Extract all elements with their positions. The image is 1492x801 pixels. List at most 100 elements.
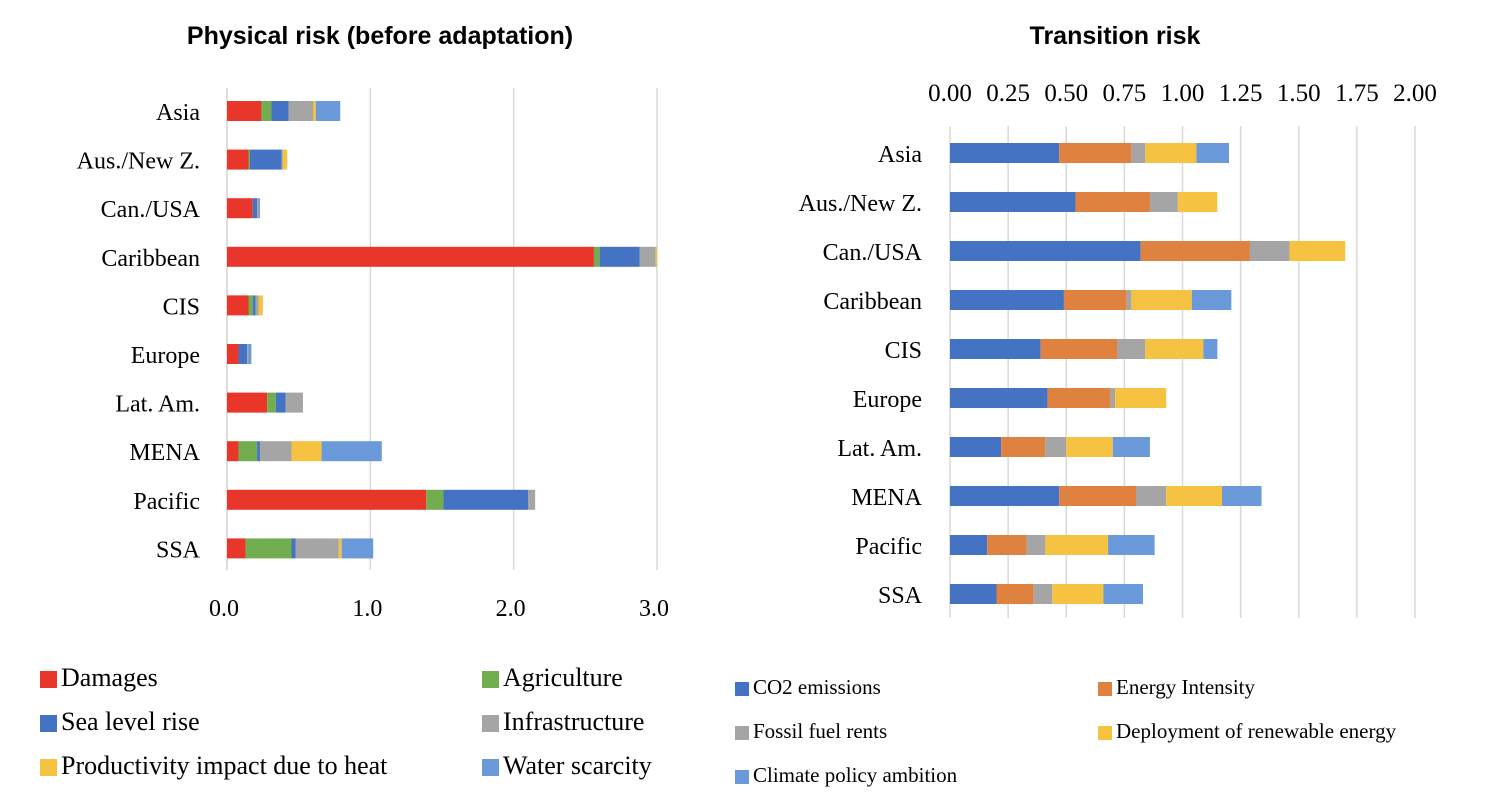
- bar-sea-level-rise: [443, 489, 528, 510]
- bar-deployment-of-renewable-energy: [1131, 290, 1192, 310]
- bar-productivity-impact-due-to-heat: [655, 246, 657, 267]
- legend-item-infrastructure: Infrastructure: [482, 707, 644, 736]
- bar-damages: [227, 538, 246, 559]
- bar-energy-intensity: [1047, 388, 1111, 408]
- physical-risk-chart: Physical risk (before adaptation) Asia Au…: [40, 22, 669, 780]
- legend-item-deployment-of-renewable-energy: Deployment of renewable energy: [1098, 719, 1397, 743]
- x-tick-label: 0.25: [986, 80, 1030, 107]
- bar-productivity-impact-due-to-heat: [282, 149, 288, 170]
- x-tick-label: 0.00: [928, 80, 972, 107]
- category-label: Pacific: [133, 489, 200, 515]
- bar-water-scarcity: [248, 344, 252, 364]
- bar-infrastructure: [257, 198, 259, 219]
- bar-deployment-of-renewable-energy: [1145, 143, 1197, 163]
- bar-co2-emissions: [950, 143, 1060, 163]
- category-label: Aus./New Z.: [799, 191, 922, 217]
- bar-infrastructure: [255, 295, 259, 316]
- bar-energy-intensity: [1075, 192, 1150, 212]
- legend-label: Fossil fuel rents: [753, 719, 887, 743]
- bar-climate-policy-ambition: [1112, 437, 1150, 457]
- bar-productivity-impact-due-to-heat: [258, 295, 263, 316]
- bar-water-scarcity: [315, 101, 341, 121]
- x-tick-label: 2.00: [1393, 80, 1437, 107]
- legend-label: Productivity impact due to heat: [61, 751, 388, 780]
- bar-climate-policy-ambition: [1108, 535, 1155, 555]
- category-label: Pacific: [855, 534, 922, 560]
- bar-infrastructure: [247, 344, 249, 364]
- legend-item-climate-policy-ambition: Climate policy ambition: [735, 763, 958, 787]
- bar-deployment-of-renewable-energy: [1066, 437, 1113, 457]
- bar-climate-policy-ambition: [1191, 290, 1232, 310]
- bar-damages: [227, 101, 262, 121]
- bar-fossil-fuel-rents: [1110, 388, 1116, 408]
- bar-fossil-fuel-rents: [1249, 241, 1290, 261]
- bar-deployment-of-renewable-energy: [1289, 241, 1346, 261]
- category-label: MENA: [129, 440, 200, 466]
- bar-co2-emissions: [950, 192, 1076, 212]
- legend-label: Energy Intensity: [1116, 675, 1256, 699]
- bar-agriculture: [426, 489, 444, 510]
- bar-damages: [227, 295, 249, 316]
- bar-energy-intensity: [987, 535, 1027, 555]
- bar-deployment-of-renewable-energy: [1115, 388, 1167, 408]
- bar-infrastructure: [285, 392, 303, 413]
- physical-risk-legend: Damages Agriculture Sea level rise Infrastr…: [40, 663, 652, 780]
- bar-climate-policy-ambition: [1203, 339, 1218, 359]
- x-tick-label: 3.0: [639, 596, 669, 622]
- bar-fossil-fuel-rents: [1117, 339, 1146, 359]
- legend-swatch: [40, 759, 57, 776]
- category-label: Caribbean: [101, 246, 200, 272]
- bar-co2-emissions: [950, 437, 1002, 457]
- bar-deployment-of-renewable-energy: [1177, 192, 1218, 212]
- category-label: MENA: [851, 485, 922, 511]
- category-label: CIS: [885, 338, 922, 364]
- legend-swatch: [40, 671, 57, 688]
- bar-infrastructure: [281, 149, 283, 170]
- bar-climate-policy-ambition: [1196, 143, 1229, 163]
- bar-fossil-fuel-rents: [1045, 437, 1067, 457]
- bar-sea-level-rise: [252, 198, 258, 219]
- bar-agriculture: [261, 101, 272, 121]
- bar-agriculture: [593, 246, 600, 267]
- bar-infrastructure: [288, 101, 313, 121]
- x-tick-label: 2.0: [496, 596, 526, 622]
- legend-swatch: [735, 682, 749, 696]
- bar-co2-emissions: [950, 486, 1060, 506]
- category-label: Caribbean: [823, 289, 922, 315]
- category-label: CIS: [163, 294, 200, 320]
- legend-item-productivity-impact-due-to-heat: Productivity impact due to heat: [40, 751, 388, 780]
- bar-sea-level-rise: [238, 344, 248, 364]
- bar-infrastructure: [295, 538, 339, 559]
- category-label: SSA: [156, 537, 201, 563]
- x-tick-label: 0.50: [1044, 80, 1088, 107]
- legend-item-sea-level-rise: Sea level rise: [40, 707, 200, 736]
- category-label: SSA: [878, 583, 923, 609]
- legend-swatch: [482, 671, 499, 688]
- transition-risk-title: Transition risk: [1030, 22, 1201, 50]
- category-label: Europe: [853, 387, 922, 413]
- bar-damages: [227, 246, 594, 267]
- bar-co2-emissions: [950, 535, 988, 555]
- legend-swatch: [482, 715, 499, 732]
- physical-risk-title: Physical risk (before adaptation): [187, 22, 573, 50]
- bar-deployment-of-renewable-energy: [1052, 584, 1104, 604]
- transition-risk-bars: [950, 143, 1346, 604]
- bar-energy-intensity: [1140, 241, 1250, 261]
- legend-swatch: [482, 759, 499, 776]
- legend-item-water-scarcity: Water scarcity: [482, 751, 652, 780]
- bar-deployment-of-renewable-energy: [1045, 535, 1109, 555]
- physical-risk-category-labels: Asia Aus./New Z. Can./USA Caribbean CIS Europ…: [77, 100, 201, 563]
- category-label: Can./USA: [101, 197, 201, 223]
- bar-energy-intensity: [996, 584, 1034, 604]
- x-tick-label: 1.00: [1161, 80, 1205, 107]
- bar-sea-level-rise: [271, 101, 289, 121]
- legend-swatch: [1098, 726, 1112, 740]
- bar-damages: [227, 344, 239, 364]
- category-label: Asia: [156, 100, 200, 126]
- bar-co2-emissions: [950, 584, 997, 604]
- category-label: Europe: [131, 343, 200, 369]
- bar-water-scarcity: [321, 441, 382, 462]
- bar-fossil-fuel-rents: [1033, 584, 1053, 604]
- bar-sea-level-rise: [275, 392, 286, 413]
